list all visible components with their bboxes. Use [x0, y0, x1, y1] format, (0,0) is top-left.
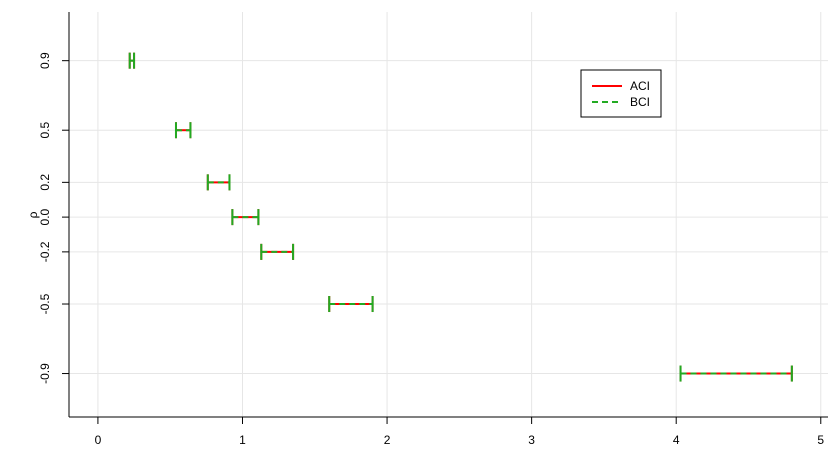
x-tick-label: 4: [673, 433, 680, 447]
x-tick-label: 5: [817, 433, 824, 447]
grid-lines: [69, 12, 828, 417]
y-axis-ticks: -0.9 -0.5 -0.2 0.0 0.2 0.5 0.9: [38, 52, 69, 384]
plot-background: [69, 12, 828, 417]
axes: [68, 12, 828, 418]
legend-label-bci: BCI: [630, 95, 650, 109]
y-tick-label: -0.2: [38, 241, 52, 262]
legend-label-aci: ACI: [630, 79, 650, 93]
x-tick-label: 1: [239, 433, 246, 447]
x-tick-label: 3: [528, 433, 535, 447]
legend: ACI BCI: [580, 69, 662, 118]
y-tick-label: 0.0: [38, 208, 52, 225]
interval-marks: [128, 52, 793, 382]
y-tick-label: 0.2: [38, 174, 52, 191]
x-axis-ticks: 0 1 2 3 4 5: [95, 417, 824, 447]
x-tick-label: 0: [95, 433, 102, 447]
y-axis-title: ρ: [26, 211, 40, 218]
y-tick-label: -0.5: [38, 293, 52, 314]
legend-box: [580, 69, 662, 118]
x-tick-label: 2: [384, 433, 391, 447]
y-tick-label: 0.5: [38, 122, 52, 139]
y-tick-label: -0.9: [38, 363, 52, 384]
y-tick-label: 0.9: [38, 52, 52, 69]
